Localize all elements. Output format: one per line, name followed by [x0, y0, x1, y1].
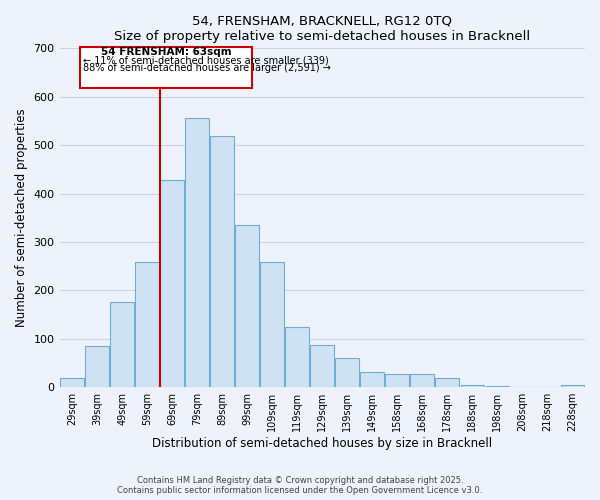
X-axis label: Distribution of semi-detached houses by size in Bracknell: Distribution of semi-detached houses by … — [152, 437, 493, 450]
Bar — [235, 225, 259, 387]
Bar — [335, 358, 359, 387]
Bar — [60, 378, 84, 387]
Bar — [286, 326, 309, 387]
Bar — [361, 372, 384, 387]
Bar — [461, 385, 484, 387]
Bar — [160, 180, 184, 387]
Bar — [410, 374, 434, 387]
Text: ← 11% of semi-detached houses are smaller (339): ← 11% of semi-detached houses are smalle… — [83, 56, 329, 66]
Text: 88% of semi-detached houses are larger (2,591) →: 88% of semi-detached houses are larger (… — [83, 63, 331, 73]
Text: 54 FRENSHAM: 63sqm: 54 FRENSHAM: 63sqm — [101, 47, 231, 57]
Bar — [310, 344, 334, 387]
FancyBboxPatch shape — [80, 47, 252, 88]
Bar — [210, 136, 234, 387]
Text: Contains HM Land Registry data © Crown copyright and database right 2025.
Contai: Contains HM Land Registry data © Crown c… — [118, 476, 482, 495]
Bar — [110, 302, 134, 387]
Title: 54, FRENSHAM, BRACKNELL, RG12 0TQ
Size of property relative to semi-detached hou: 54, FRENSHAM, BRACKNELL, RG12 0TQ Size o… — [114, 15, 530, 43]
Bar — [135, 262, 159, 387]
Bar — [485, 386, 509, 387]
Bar — [385, 374, 409, 387]
Bar — [436, 378, 459, 387]
Bar — [560, 385, 584, 387]
Bar — [260, 262, 284, 387]
Y-axis label: Number of semi-detached properties: Number of semi-detached properties — [15, 108, 28, 327]
Bar — [185, 118, 209, 387]
Bar — [85, 346, 109, 387]
